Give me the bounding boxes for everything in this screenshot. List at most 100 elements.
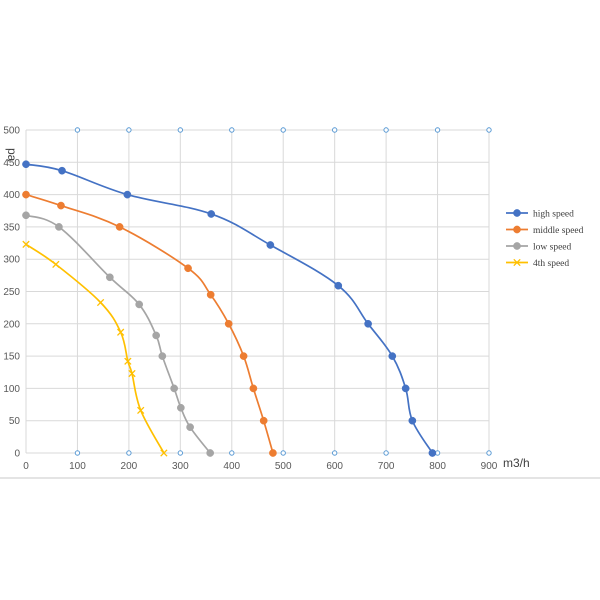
y-tick-label: 300 [3,255,20,266]
y-tick-label: 100 [3,384,20,395]
bottom-grid-marker [331,450,338,456]
top-grid-marker [280,127,286,133]
legend-entry: 4th speed [506,259,569,269]
x-tick-label: 900 [481,461,498,472]
series-line [25,243,165,454]
data-point [239,352,248,360]
data-point [22,160,30,169]
data-point [22,190,30,199]
series-4th-speed [22,240,168,457]
data-point [137,406,145,415]
y-tick-label: 150 [3,352,20,363]
legend-label: low speed [533,242,572,252]
data-point [170,384,179,393]
legend-marker [513,225,521,234]
data-point [184,264,192,273]
data-point [334,281,343,290]
bottom-grid-marker [486,450,492,456]
data-point [52,260,60,269]
bottom-grid-marker [229,450,235,456]
legend-entry: middle speed [506,225,584,236]
series-line [25,214,211,454]
x-tick-label: 0 [23,461,29,472]
data-point [259,416,268,425]
bottom-grid-marker [383,450,389,456]
data-point [22,211,30,220]
legend-marker [513,209,521,217]
data-point [116,328,125,336]
data-point [152,331,161,340]
series-high-speed [22,160,437,457]
data-point [408,416,417,425]
series-low-speed [22,211,215,457]
legend-label: middle speed [533,226,584,236]
top-grid-marker [434,127,441,133]
legend-marker [513,242,521,250]
data-point [269,449,277,457]
y-tick-label: 500 [3,126,20,137]
data-point [96,298,105,307]
data-point [186,423,194,432]
top-grid-marker [486,127,492,133]
y-tick-label: 450 [3,158,20,169]
legend-label: high speed [533,209,574,219]
top-grid-marker [126,127,132,133]
legend-marker [513,258,521,267]
y-tick-label: 0 [14,449,20,460]
y-tick-label: 400 [3,190,20,201]
tick-labels: 0 50 100 150 200 250 300 350 400 450 500 0 100 200 300… [3,126,497,473]
top-grid-marker [383,127,389,133]
top-grid-marker [177,127,184,133]
data-point [206,290,215,299]
y-tick-label: 50 [9,416,21,427]
data-point [207,210,216,218]
x-tick-label: 100 [69,461,86,472]
x-axis-label: m3/h [503,456,530,470]
x-tick-label: 600 [326,461,343,472]
top-grid-marker [331,127,338,133]
data-point [115,223,124,231]
gridlines [25,127,492,456]
data-point [57,201,65,210]
data-point [58,166,66,175]
data-point [158,352,167,360]
x-tick-label: 700 [378,461,395,472]
data-point [128,369,136,378]
series-line [25,193,274,454]
data-point [176,403,185,412]
legend-entry: low speed [506,242,572,252]
y-tick-label: 250 [3,287,20,298]
series-layer [22,160,437,457]
series-line [25,163,434,454]
bottom-grid-marker [280,450,286,456]
data-point [55,223,63,231]
data-point [160,449,168,457]
bottom-grid-marker [74,450,81,456]
x-tick-label: 300 [172,461,189,472]
data-point [428,449,437,457]
data-point [388,352,397,360]
legend-label: 4th speed [533,259,569,269]
data-point [364,319,372,328]
data-point [22,240,30,249]
data-point [123,190,132,199]
data-point [266,241,275,249]
y-tick-label: 350 [3,222,20,233]
legend-entry: high speed [506,209,574,219]
data-point [124,357,132,365]
bottom-grid-marker [177,450,184,456]
data-point [106,273,114,282]
bottom-grid-marker [126,450,132,456]
y-tick-label: 200 [3,319,20,330]
x-tick-label: 200 [121,461,138,472]
data-point [401,384,410,393]
top-grid-marker [229,127,235,133]
x-tick-label: 500 [275,461,292,472]
data-point [224,319,233,328]
top-grid-marker [74,127,81,133]
legend: high speed middle speed low speed 4th speed [506,209,584,269]
data-point [206,449,215,457]
x-tick-label: 400 [223,461,240,472]
data-point [135,300,144,309]
